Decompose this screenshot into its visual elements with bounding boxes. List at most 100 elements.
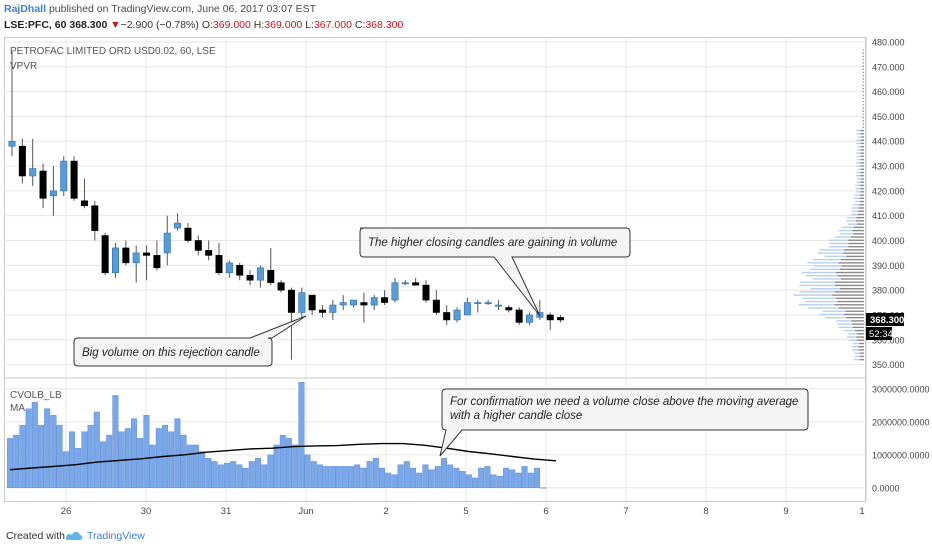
volume-profile-bar bbox=[863, 84, 864, 87]
volume-profile-bar bbox=[856, 149, 861, 151]
volume-profile-bar bbox=[853, 197, 860, 200]
candle-body bbox=[112, 247, 120, 274]
volume-profile-bar bbox=[863, 81, 864, 83]
volume-profile-bar bbox=[848, 239, 864, 241]
volume-profile-bar bbox=[854, 355, 860, 358]
volume-profile-bar bbox=[855, 329, 864, 332]
author-link[interactable]: RajDhall bbox=[4, 3, 47, 15]
callout-confirmation[interactable]: For confirmation we need a volume close … bbox=[439, 388, 809, 457]
volume-profile-bar bbox=[819, 249, 844, 251]
volume-profile-bar bbox=[862, 52, 864, 54]
volume-profile-bar bbox=[855, 152, 861, 154]
volume-bar bbox=[254, 457, 261, 489]
candle-body bbox=[339, 302, 347, 306]
volume-profile-bar bbox=[861, 145, 864, 148]
volume-profile-bar bbox=[856, 171, 861, 174]
volume-profile-bar bbox=[839, 268, 864, 270]
volume-profile-bar bbox=[807, 262, 839, 264]
volume-profile-bar bbox=[857, 339, 864, 341]
volume-profile-bar bbox=[853, 342, 860, 345]
volume-profile-bar bbox=[862, 55, 864, 58]
volume-bar bbox=[99, 441, 106, 489]
volume-profile-bar bbox=[852, 323, 864, 325]
volume-bar bbox=[211, 461, 218, 489]
volume-profile-bar bbox=[856, 142, 861, 145]
candle-body bbox=[39, 170, 47, 199]
volume-profile-bar bbox=[856, 191, 861, 193]
tradingview-brand[interactable]: TradingView bbox=[87, 530, 145, 542]
candle-body bbox=[474, 302, 482, 305]
time-tick-label: 6 bbox=[543, 506, 548, 517]
ohlc-line: LSE:PFC, 60 368.300 ▼−2.900 (−0.78%) O:3… bbox=[4, 19, 403, 31]
callout-big-volume[interactable]: Big volume on this rejection candle bbox=[73, 315, 307, 367]
volume-profile-bar bbox=[817, 252, 844, 254]
time-tick-label: 30 bbox=[141, 506, 152, 517]
volume-bar bbox=[286, 438, 293, 489]
volume-profile-bar bbox=[834, 284, 864, 287]
volume-profile-bar bbox=[856, 216, 864, 219]
candle-body bbox=[443, 312, 451, 321]
volume-axis[interactable]: 0.0000 1000000.0000 2000000.0000 3000000.00… bbox=[872, 384, 930, 493]
volume-bar bbox=[366, 461, 373, 489]
candle-body bbox=[80, 200, 88, 207]
time-axis[interactable]: 26 30 31 Jun 2 5 6 7 8 9 1 bbox=[61, 506, 865, 517]
volume-bar bbox=[174, 418, 181, 489]
price-tick-label: 460.000 bbox=[872, 87, 905, 97]
volume-profile-bar bbox=[863, 62, 864, 64]
volume-profile-bar bbox=[805, 275, 838, 277]
candle-body bbox=[18, 145, 26, 177]
candle-body bbox=[225, 262, 233, 274]
price-tick-label: 440.000 bbox=[872, 137, 905, 147]
volume-bar bbox=[534, 467, 541, 489]
volume-profile-bar bbox=[824, 316, 847, 319]
volume-bar bbox=[130, 418, 137, 489]
volume-profile-bar bbox=[824, 255, 847, 258]
price-tick-label: 450.000 bbox=[872, 112, 905, 122]
volume-bar bbox=[441, 457, 448, 489]
volume-profile-bar bbox=[863, 65, 864, 67]
chart-header: RajDhall published on TradingView.com, J… bbox=[0, 0, 932, 36]
volume-profile-bar bbox=[843, 249, 864, 251]
candle-body bbox=[318, 309, 326, 313]
volume-bar bbox=[38, 424, 45, 489]
created-with-text: Created with bbox=[6, 530, 65, 542]
volume-profile-bar bbox=[863, 87, 864, 90]
volume-profile-bar bbox=[847, 333, 857, 335]
volume-bar bbox=[478, 467, 485, 489]
time-tick-label: 31 bbox=[221, 506, 232, 517]
candle-body bbox=[49, 190, 57, 197]
svg-text:52:34: 52:34 bbox=[869, 329, 893, 340]
volume-bar bbox=[199, 451, 206, 489]
volume-profile-bar bbox=[859, 204, 864, 206]
volume-profile-bar bbox=[854, 352, 860, 354]
volume-bar bbox=[428, 469, 435, 489]
tradingview-logo-icon[interactable] bbox=[64, 528, 84, 542]
volume-profile-bar bbox=[855, 175, 861, 177]
volume-tick-label: 3000000.0000 bbox=[872, 384, 930, 394]
volume-bar bbox=[205, 457, 212, 489]
volume-profile-bar bbox=[848, 339, 858, 341]
volume-bar bbox=[490, 474, 497, 489]
candle-body bbox=[267, 269, 275, 283]
candle-body bbox=[515, 309, 523, 323]
price-tick-label: 420.000 bbox=[872, 186, 905, 196]
volume-profile-bar bbox=[857, 145, 862, 148]
candle-body bbox=[236, 265, 244, 276]
volume-bar bbox=[372, 457, 379, 489]
volume-profile-bar bbox=[858, 210, 864, 212]
volume-bar bbox=[403, 461, 410, 489]
volume-profile-bar bbox=[862, 65, 864, 67]
candle-body bbox=[298, 292, 306, 313]
volume-bar bbox=[124, 428, 131, 489]
volume-profile-bar bbox=[863, 110, 864, 112]
volume-bar bbox=[434, 466, 441, 489]
volume-profile-bar bbox=[862, 113, 864, 116]
volume-bar bbox=[323, 466, 330, 489]
volume-bar bbox=[472, 477, 479, 489]
candle-body bbox=[557, 317, 565, 321]
volume-profile-bar bbox=[863, 104, 864, 106]
callout-higher-closing[interactable]: The higher closing candles are gaining i… bbox=[359, 227, 631, 317]
volume-profile-bar bbox=[837, 275, 864, 277]
volume-profile-bar bbox=[863, 78, 864, 80]
